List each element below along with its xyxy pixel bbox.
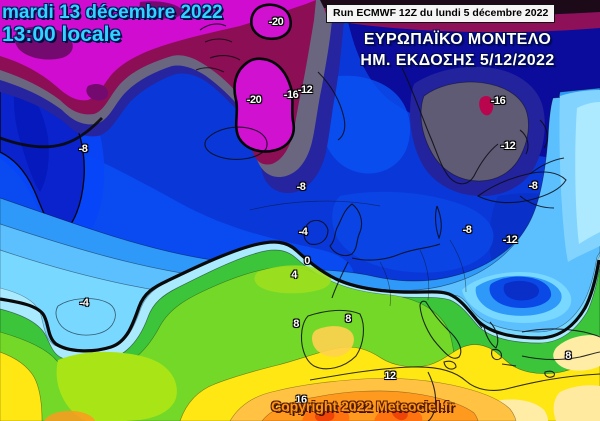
temp-label: -12	[502, 234, 518, 246]
forecast-date-text: mardi 13 décembre 2022	[2, 2, 223, 23]
temp-label: -4	[79, 297, 89, 309]
temp-label: 16	[295, 394, 307, 406]
temp-label: -16	[283, 89, 299, 101]
model-title-block: ΕΥΡΩΠΑΪΚΟ ΜΟΝΤΕΛΟ ΗΜ. ΕΚΔΟΣΗΣ 5/12/2022	[330, 29, 585, 71]
temp-label: 12	[384, 370, 396, 382]
copyright-text: Copyright 2022 Meteociel.fr	[271, 398, 454, 414]
temp-label: -12	[297, 84, 313, 96]
temp-label: 4	[291, 269, 297, 281]
temp-label: -8	[462, 224, 472, 236]
model-name-greek: ΕΥΡΩΠΑΪΚΟ ΜΟΝΤΕΛΟ	[363, 31, 552, 48]
temp-label: -20	[246, 94, 262, 106]
temp-label: -16	[490, 95, 506, 107]
temp-label: -4	[298, 226, 308, 238]
zero-degree-isotherm	[0, 240, 600, 353]
temp-label: -12	[500, 140, 516, 152]
minus20-contour-segment	[0, 117, 103, 149]
temp-label: 8	[345, 313, 351, 325]
temp-label: -8	[296, 181, 306, 193]
temp-label: -8	[528, 180, 538, 192]
forecast-time-text: 13:00 locale	[2, 23, 122, 46]
temp-label: 8	[293, 318, 299, 330]
temp-label: -8	[78, 143, 88, 155]
temp-label: 8	[565, 350, 571, 362]
minus4-contour-pocket	[55, 298, 116, 336]
temp-label: -20	[268, 16, 284, 28]
coastlines	[195, 23, 600, 421]
model-run-box: Run ECMWF 12Z du lundi 5 décembre 2022	[326, 4, 556, 23]
temp-label: 0	[304, 255, 310, 267]
model-issue-date-greek: ΗΜ. ΕΚΔΟΣΗΣ 5/12/2022	[360, 52, 555, 69]
